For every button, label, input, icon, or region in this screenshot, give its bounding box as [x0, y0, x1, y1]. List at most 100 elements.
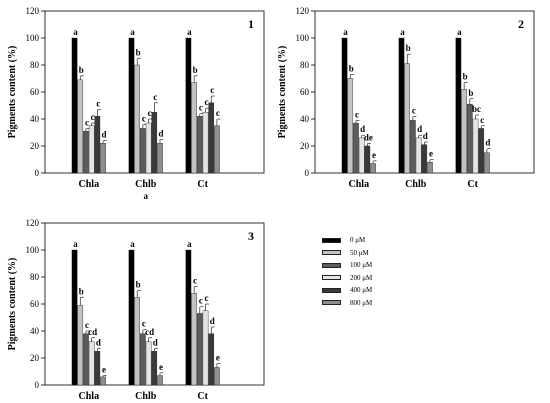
panel-3-letter-Chlb-3: cd	[145, 327, 154, 337]
panel-1-letter-Chla-0: a	[73, 27, 78, 37]
panel-2-letter-Ct-3: bc	[472, 104, 481, 114]
panel-1-letter-Ct-0: a	[187, 27, 192, 37]
legend-item-0: 0 μM	[322, 234, 432, 247]
legend-item-5: 800 μM	[322, 297, 432, 310]
panel-3-ytick-label-4: 80	[30, 272, 40, 282]
panel-1-letter-Ct-2: c	[199, 103, 203, 113]
panel-2-ytick-label-1: 20	[300, 141, 310, 151]
panel-3-letter-Chla-2: c	[85, 320, 89, 330]
panel-1-bar-Chlb-3	[145, 122, 152, 174]
panel-2-letter-Chlb-1: b	[406, 43, 411, 53]
panel-2-letter-Ct-0: a	[457, 27, 462, 37]
panel-2-bar-Ct-2	[467, 103, 473, 174]
panel-1-bar-Chla-0	[71, 37, 78, 174]
panel-3-letter-Ct-3: c	[205, 293, 209, 303]
panel-1-category-Chla: Chla	[79, 179, 100, 190]
legend-swatch-5	[322, 300, 341, 306]
panel-1-bar-Chlb-1	[134, 64, 140, 174]
panel-3-bar-Chla-2	[83, 333, 89, 386]
panel-2-letter-Chlb-5: e	[429, 149, 433, 159]
panel-3-bar-Chla-5	[100, 376, 106, 386]
panel-2-bar-Chlb-2	[410, 120, 416, 174]
panel-1-letter-Chla-5: d	[102, 130, 107, 140]
panel-3-ytick-label-0: 0	[35, 380, 40, 390]
panel-3-ytick-label-1: 20	[30, 353, 40, 363]
panel-2-bar-Chlb-5	[427, 161, 433, 174]
panel-1-bar-Ct-5	[214, 125, 220, 174]
panel-1-bar-Ct-4	[208, 102, 215, 174]
panel-3-bar-Chla-4	[94, 351, 101, 386]
panel-1-bar-Ct-0	[185, 37, 192, 174]
panel-1-letter-Chlb-0: a	[130, 27, 135, 37]
panel-2-bar-Ct-3	[472, 118, 479, 174]
panel-1-letter-Ct-1: b	[193, 65, 198, 75]
panel-2-ytick-label-6: 120	[296, 6, 310, 16]
panel-1-ytick-label-1: 20	[30, 141, 40, 151]
panel-2-ytick-label-2: 40	[300, 114, 310, 124]
panel-3-category-Chlb: Chlb	[135, 391, 157, 402]
panel-3-letter-Ct-5: e	[216, 352, 220, 362]
legend-item-2: 100 μM	[322, 259, 432, 272]
panel-1-bar-Chla-5	[100, 143, 106, 174]
panel-2-bar-Chlb-0	[398, 37, 405, 174]
panel-3-letter-Ct-1: c	[193, 275, 197, 285]
panel-2-bar-Ct-0	[455, 37, 462, 174]
panel-2-ylabel: Pigments content (%)	[277, 46, 288, 139]
panel-1-bar-Chlb-0	[128, 37, 135, 174]
panel-1-letter-Chlb-1: b	[136, 47, 141, 57]
panel-1-bar-Chlb-2	[140, 128, 146, 174]
panel-3-bar-Ct-2	[197, 313, 203, 386]
panel-3-letter-Chla-1: b	[79, 286, 84, 296]
panel-2-letter-Chla-0: a	[343, 27, 348, 37]
panel-2-ytick-label-0: 0	[305, 168, 310, 178]
panel-2-category-Chla: Chla	[349, 179, 370, 190]
panel-2-bar-Chla-0	[341, 37, 348, 174]
panel-1-ytick-label-6: 120	[26, 6, 40, 16]
panel-2-letter-Chlb-2: c	[412, 105, 416, 115]
panel-3-number: 3	[248, 229, 254, 243]
panel-3-bar-Ct-4	[208, 333, 215, 386]
panel-1-letter-Ct-3: c	[205, 97, 209, 107]
legend-item-1: 50 μM	[322, 247, 432, 260]
panel-1-letter-Chlb-3: c	[148, 108, 152, 118]
panel-3-bar-Ct-1	[191, 293, 197, 386]
panel-3-letter-Ct-4: d	[210, 316, 215, 326]
panel-3-bar-Chla-3	[88, 341, 95, 386]
legend-label-4: 400 μM	[350, 286, 373, 295]
panel-3-letter-Chla-3: cd	[88, 327, 97, 337]
panel-2-letter-Chla-4: de	[364, 132, 373, 142]
panel-2-category-Ct: Ct	[467, 179, 478, 190]
panel-3-category-Chla: Chla	[79, 391, 100, 402]
legend-label-0: 0 μM	[350, 236, 366, 245]
panel-1-ytick-label-5: 100	[26, 33, 40, 43]
panel-2-letter-Ct-5: d	[485, 138, 490, 148]
panel-1-letter-Ct-4: c	[210, 85, 214, 95]
panel-1-letter-Chlb-4: c	[153, 92, 157, 102]
panel-3-bar-Chlb-4	[151, 351, 158, 386]
panel-2-category-Chlb: Chlb	[405, 179, 427, 190]
panel-2-bar-Chla-1	[347, 78, 354, 174]
panel-1-ylabel: Pigments content (%)	[7, 46, 18, 139]
panel-1-bar-Chlb-5	[157, 143, 163, 174]
panel-1-bar-Chla-3	[88, 125, 95, 174]
panel-1-ytick-label-2: 40	[30, 114, 40, 124]
panel-2-letter-Ct-4: c	[480, 115, 484, 125]
panel-3-bar-Chlb-3	[145, 341, 152, 386]
legend-swatch-0	[322, 237, 341, 243]
panel-1-bar-Chla-4	[94, 116, 101, 174]
panel-1-ytick-label-3: 60	[30, 87, 40, 97]
panel-2-bar-Chlb-4	[421, 144, 428, 174]
panel-2-letter-Chla-1: b	[349, 63, 354, 73]
panel-1-stray-label: a	[143, 191, 148, 201]
panel-2-letter-Chlb-0: a	[400, 27, 405, 37]
panel-1-letter-Chla-3: c	[91, 112, 95, 122]
panel-3-letter-Chla-0: a	[73, 239, 78, 249]
legend-swatch-2	[322, 262, 341, 268]
panel-3-ytick-label-3: 60	[30, 299, 40, 309]
panel-1-bar-Ct-2	[197, 116, 203, 174]
panel-3-letter-Chlb-2: c	[142, 319, 146, 329]
panel-3-letter-Chlb-4: d	[153, 338, 158, 348]
panel-3-category-Ct: Ct	[197, 391, 208, 402]
panel-3-bar-Chlb-0	[128, 249, 135, 386]
